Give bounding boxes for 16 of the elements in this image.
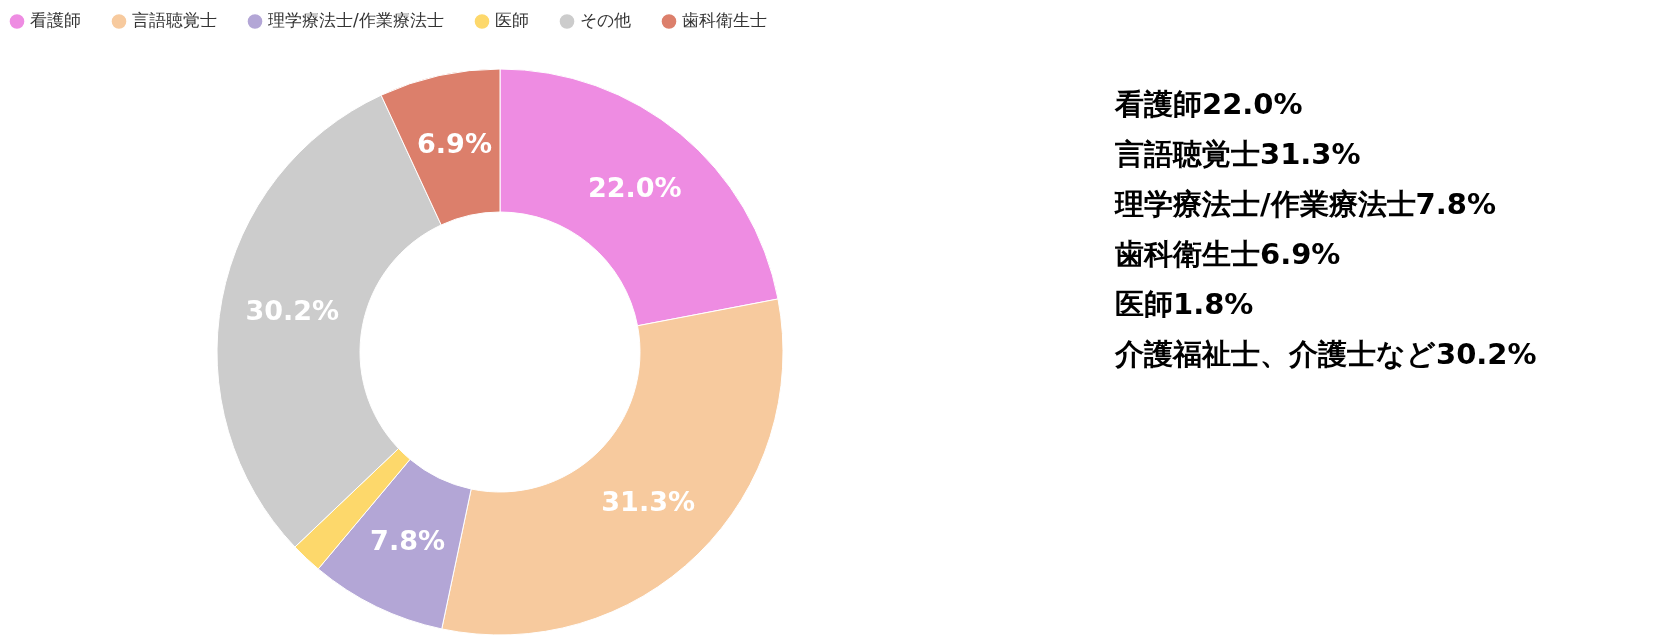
legend-label: 言語聴覚士	[132, 10, 217, 31]
text: 介護福祉士、介護士など30.2%	[1114, 337, 1537, 371]
data-label: 22.0%	[587, 172, 682, 204]
text: 理学療法士/作業療法士7.8%	[1114, 187, 1497, 221]
data-label: 31.3%	[601, 485, 695, 517]
legend-label: 医師	[495, 10, 529, 31]
text: 看護師22.0%	[1114, 87, 1303, 121]
legend-label: 歯科衛生士	[682, 10, 767, 31]
text: 医師1.8%	[1115, 287, 1254, 321]
data-label: 7.8%	[370, 525, 445, 557]
text: 歯科衛生士6.9%	[1114, 237, 1341, 271]
legend-label: 看護師	[30, 10, 81, 31]
data-label: 6.9%	[417, 128, 492, 160]
legend-label: 理学療法士/作業療法士	[268, 10, 444, 31]
text: 言語聴覚士31.3%	[1114, 137, 1361, 171]
legend-label: その他	[580, 10, 631, 31]
